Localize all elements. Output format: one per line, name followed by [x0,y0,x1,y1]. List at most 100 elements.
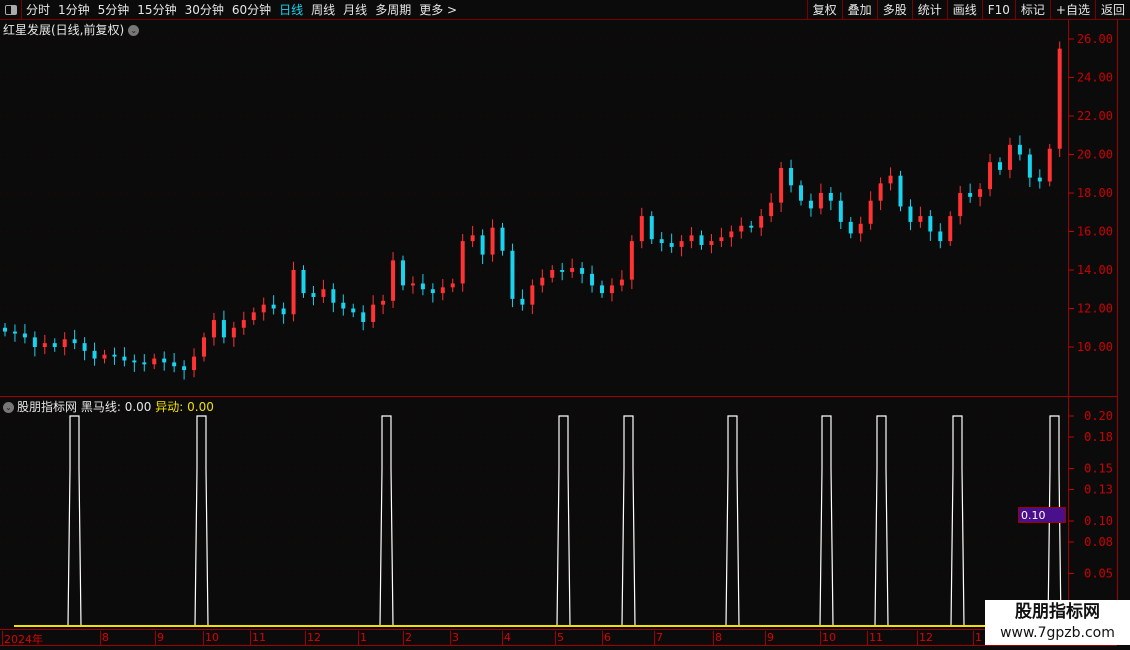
candle [570,268,575,272]
layout-toggle-button[interactable] [0,0,22,20]
time-tick-label: 9 [155,631,164,646]
candle [968,193,973,197]
candle [22,333,27,338]
current-value-tag: 0.10 [1018,507,1066,523]
tab-period[interactable]: 月线 [343,3,368,17]
toolbar-button[interactable]: 复权 [806,0,842,20]
line2-label: 异动: [155,400,184,414]
line2-value: 0.00 [187,400,214,414]
time-tick-label: 12 [917,631,933,646]
candle [480,235,485,255]
indicator-tick-label: 0.13 [1084,483,1113,497]
chart-title: 红星发展(日线,前复权) ⌄ [3,21,140,38]
toolbar-button[interactable]: F10 [981,0,1015,20]
candle [938,231,943,242]
tab-period[interactable]: 30分钟 [184,3,224,17]
tab-period[interactable]: 1分钟 [58,3,90,17]
toolbar-button[interactable]: 画线 [946,0,982,20]
tab-period[interactable]: 多周期 [375,3,412,17]
candle [749,225,754,228]
toolbar-button[interactable]: 多股 [876,0,912,20]
toolbar-button[interactable]: 叠加 [841,0,877,20]
candle [172,362,177,367]
tab-period[interactable]: 分时 [26,3,51,17]
candle [729,231,734,238]
candle [530,285,535,305]
candle [122,356,127,361]
toolbar-button[interactable]: 返回 [1094,0,1130,20]
candle [719,237,724,242]
signal-pulse [379,415,394,627]
candle [311,293,316,297]
candle [808,200,813,209]
candle [580,268,585,274]
time-tick-label: 1 [973,631,982,646]
tab-period[interactable]: 5分钟 [97,3,130,17]
indicator-tick-label: 0.05 [1084,567,1113,581]
candle [321,289,326,297]
time-tick-label: 5 [555,631,564,646]
side-panel[interactable] [1117,20,1130,630]
candle [72,339,77,344]
candle [550,270,555,278]
price-tick-label: 12.00 [1077,302,1113,316]
candle [301,270,306,294]
tab-period[interactable]: 更多 > [419,3,458,17]
signal-pulse [194,415,209,627]
candle [818,193,823,209]
candle [341,302,346,309]
candle [669,243,674,247]
price-tick-label: 26.00 [1077,32,1113,46]
candle [391,260,396,301]
tab-period[interactable]: 日线 [279,3,304,17]
candle [152,358,157,365]
price-tick-label: 10.00 [1077,340,1113,354]
tab-period[interactable]: 周线 [311,3,336,17]
candle [590,273,595,286]
candle [112,354,117,357]
candle [202,337,206,357]
candle [62,339,67,347]
time-tick-label: 3 [450,631,459,646]
candle [32,337,37,347]
price-tick-label: 18.00 [1077,186,1113,200]
candle [948,216,953,242]
time-axis: 2024年 8 9 10 11 12 1 2 3 4 5 6 7 8 9 10 11 12 1 [0,629,1117,646]
candle [888,175,893,184]
candle [769,202,774,217]
time-tick-label: 11 [250,631,266,646]
time-tick-label: 2 [403,631,412,646]
chevron-down-icon[interactable]: ⌄ [128,25,140,36]
indicator-tick-label: 0.10 [1084,514,1113,528]
indicator-tick-label: 0.18 [1084,430,1113,444]
chevron-down-icon[interactable]: ⌄ [3,402,14,413]
toolbar: 分时 1分钟 5分钟 15分钟 30分钟 60分钟 日线 周线 月线 多周期 更多 > 复权 叠加 多股… [0,0,1130,20]
candle [689,235,694,242]
candle [182,366,187,371]
candle [639,216,644,242]
line1-label: 黑马线: [80,400,121,414]
candle [659,239,664,244]
candle [3,327,7,332]
kline-chart: 26.00 24.00 22.00 20.00 18.00 16.00 14.00 12.00… [0,32,1113,627]
toolbar-button[interactable]: 标记 [1014,0,1050,20]
candle [520,298,525,305]
candle [759,216,764,228]
price-axis-line [1068,20,1069,630]
indicator-tick-label: 0.20 [1084,409,1113,423]
price-tick-label: 20.00 [1077,148,1113,162]
candle [958,193,963,217]
line1-value: 0.00 [124,400,152,414]
signal-pulse [1047,415,1062,627]
time-tick-label: 12 [305,631,321,646]
candle [828,193,833,201]
candle [192,356,197,371]
candle [739,225,744,232]
tab-period[interactable]: 15分钟 [137,3,177,17]
toolbar-button[interactable]: +自选 [1049,0,1095,20]
tab-period[interactable]: 60分钟 [231,3,272,17]
candle [440,287,445,294]
toolbar-button[interactable]: 统计 [911,0,947,20]
candle [510,250,515,299]
candle [460,241,465,284]
